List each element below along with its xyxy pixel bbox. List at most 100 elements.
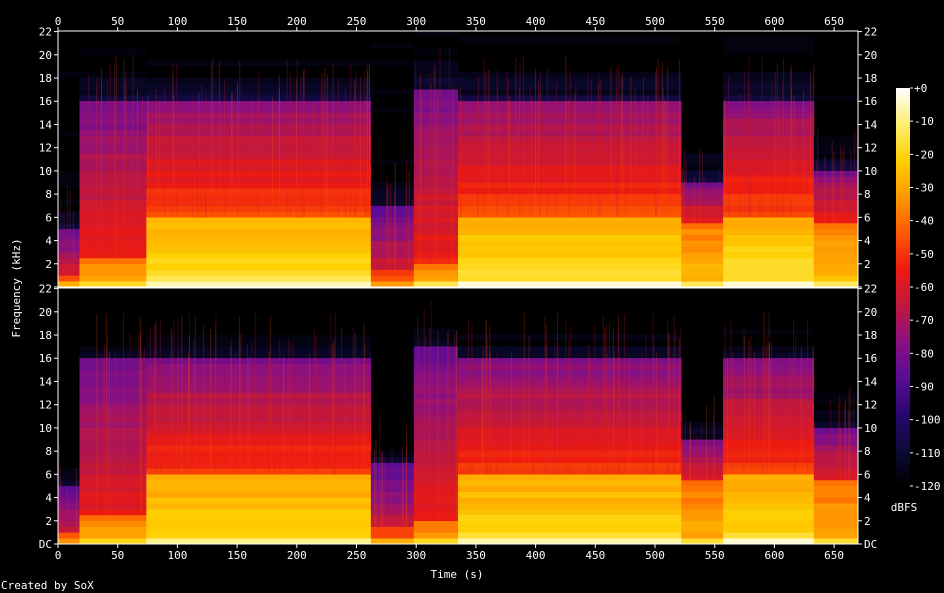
spectral-band [458, 439, 682, 446]
segment-6 [458, 313, 682, 545]
spectral-band [79, 433, 147, 440]
spectral-band [458, 503, 682, 510]
spectral-band [458, 532, 682, 539]
spectral-band [146, 410, 372, 417]
spectral-band [79, 404, 147, 411]
transient-streak [600, 79, 602, 218]
spectral-band [79, 106, 147, 113]
spectral-band [413, 234, 459, 241]
spectral-band [413, 468, 459, 475]
spectral-band [813, 135, 859, 142]
transient-streak [106, 81, 108, 258]
spectral-band [458, 456, 682, 463]
spectral-band [79, 450, 147, 458]
transient-streak [848, 389, 850, 481]
transient-streak [620, 76, 622, 218]
spectral-band [79, 170, 147, 177]
spectral-band [146, 462, 372, 469]
spectral-band [79, 89, 147, 96]
transient-streak [364, 69, 366, 218]
spectral-band [79, 497, 147, 504]
spectral-band [723, 538, 815, 545]
spectral-band [458, 480, 682, 487]
spectral-band [458, 416, 682, 423]
segment-5 [413, 300, 459, 545]
spectral-band [458, 100, 682, 107]
spectral-band [370, 491, 415, 498]
spectral-band [370, 520, 415, 527]
spectral-band [370, 60, 415, 67]
transient-streak [680, 328, 682, 475]
transient-streak [496, 351, 498, 475]
transient-streak [141, 97, 143, 258]
spectral-band [723, 135, 815, 142]
spectral-band [681, 199, 724, 206]
spectral-band [458, 95, 682, 102]
spectral-band [413, 106, 459, 113]
spectral-band [723, 141, 815, 148]
y-tick-label-right: 18 [864, 329, 877, 342]
transient-streak [617, 314, 619, 475]
spectral-band [681, 263, 724, 270]
spectral-band [79, 164, 147, 171]
spectral-band [413, 263, 459, 270]
spectral-band [146, 112, 372, 119]
spectral-band [723, 257, 815, 265]
transient-streak [386, 183, 388, 270]
spectral-band [413, 416, 459, 423]
spectral-band [458, 246, 682, 253]
spectral-band [79, 217, 147, 224]
spectral-band [723, 89, 815, 96]
spectral-band [723, 170, 815, 177]
spectral-band [146, 129, 372, 137]
segment-2 [79, 313, 147, 545]
spectral-band [813, 257, 859, 265]
spectral-band [681, 456, 724, 463]
spectral-band [146, 83, 372, 90]
transient-streak [274, 357, 276, 475]
transient-streak [546, 341, 548, 475]
y-tick-label-right: 14 [864, 118, 878, 131]
x-tick-label-bottom: 450 [585, 549, 605, 562]
transient-streak [739, 93, 741, 218]
spectral-band [813, 398, 859, 405]
spectral-band [681, 503, 724, 510]
spectral-band [458, 520, 682, 527]
spectral-band [79, 538, 147, 545]
transient-streak [664, 98, 666, 218]
transient-streak [793, 95, 795, 218]
spectral-band [813, 532, 859, 539]
x-tick-label-top: 150 [227, 15, 247, 28]
spectral-band [146, 491, 372, 498]
transient-streak [588, 346, 590, 475]
transient-streak [155, 89, 157, 218]
spectral-band [370, 450, 415, 458]
spectral-band [79, 234, 147, 241]
transient-streak [66, 185, 68, 274]
spectral-band [681, 205, 724, 212]
transient-streak [187, 351, 189, 475]
transient-streak [540, 70, 542, 218]
transient-streak [754, 351, 756, 475]
spectral-band [146, 269, 372, 276]
spectral-band [79, 48, 147, 55]
spectral-band [681, 445, 724, 452]
spectral-band [458, 257, 682, 265]
spectral-band [413, 526, 459, 533]
transient-streak [251, 341, 253, 475]
spectral-band [146, 480, 372, 487]
transient-streak [289, 72, 291, 218]
spectral-band [458, 228, 682, 235]
spectral-band [370, 503, 415, 510]
spectral-band [723, 193, 815, 201]
transient-streak [354, 333, 356, 475]
transient-streak [72, 210, 74, 274]
spectral-band [146, 199, 372, 206]
transient-streak [790, 64, 792, 218]
x-tick-label-bottom: 150 [227, 549, 247, 562]
transient-streak [485, 320, 487, 475]
spectral-band [79, 386, 147, 394]
spectral-band [413, 328, 459, 335]
y-tick-label-left: 14 [39, 375, 53, 388]
transient-streak [210, 329, 212, 475]
